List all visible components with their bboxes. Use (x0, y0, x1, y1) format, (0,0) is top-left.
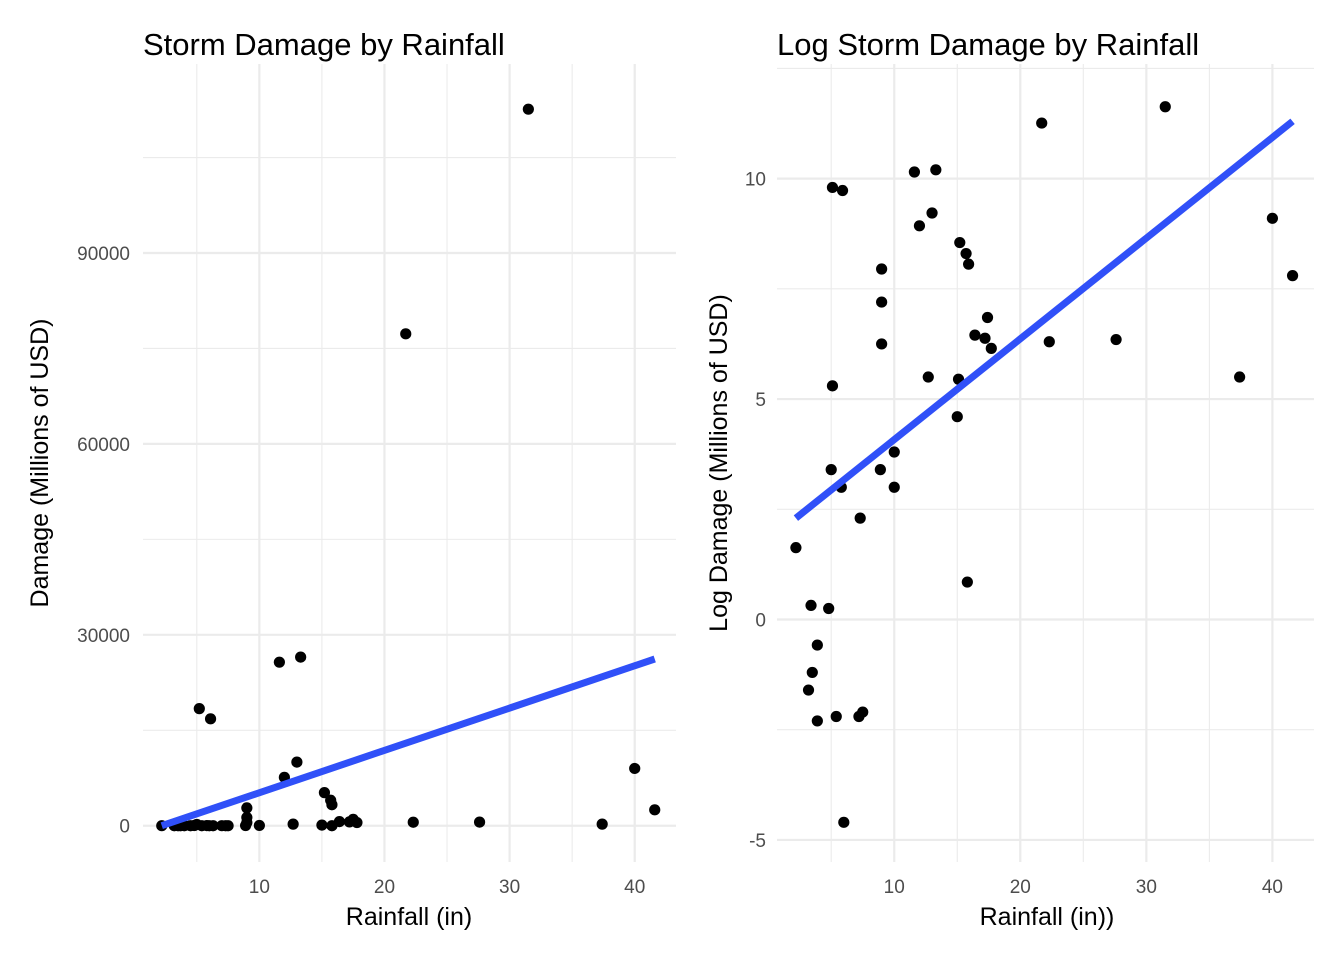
data-point (838, 816, 850, 828)
regression-line (160, 655, 656, 830)
data-point (913, 220, 926, 232)
data-point (193, 703, 205, 715)
data-point (326, 799, 338, 811)
data-point (811, 715, 823, 727)
data-point (826, 380, 839, 392)
chart-title: Log Storm Damage by Rainfall (777, 27, 1199, 62)
data-point (333, 815, 346, 828)
data-point (802, 684, 815, 696)
data-point (1286, 270, 1299, 282)
data-point (1234, 371, 1246, 383)
data-point (836, 184, 849, 197)
data-point (1036, 117, 1048, 129)
data-point (961, 576, 973, 588)
data-point (241, 802, 253, 814)
x-tick-label: 40 (1262, 877, 1283, 898)
y-tick-label: 0 (119, 817, 130, 838)
x-axis-title: Rainfall (in)) (980, 903, 1115, 931)
x-tick-label: 30 (499, 877, 520, 898)
data-point (400, 328, 412, 340)
data-point (522, 103, 534, 115)
data-point (1266, 212, 1279, 224)
data-point (830, 710, 842, 723)
data-point (922, 371, 934, 383)
data-point (979, 332, 991, 344)
data-point (805, 599, 817, 612)
panel-1: 10 20 30 40 0 30000 60000 90000 Storm Damage by … (26, 27, 676, 931)
data-point (826, 181, 839, 194)
x-tick-label: 10 (249, 877, 270, 898)
y-tick-label: 5 (755, 390, 766, 411)
data-point (204, 713, 217, 725)
data-point (295, 651, 307, 663)
data-point (1043, 336, 1055, 348)
y-tick-label: 60000 (77, 435, 130, 456)
data-point (857, 706, 869, 718)
x-axis-title: Rainfall (in) (346, 903, 472, 931)
y-tick-label: 90000 (77, 244, 130, 265)
panel-2: 10 20 30 40 -5 0 5 10 Log Storm Damage by Rainfa… (705, 27, 1314, 931)
data-point (473, 816, 486, 828)
data-point (930, 164, 942, 176)
data-point (963, 258, 975, 270)
data-point (291, 756, 303, 768)
data-point (854, 512, 866, 524)
y-tick-label: -5 (749, 831, 766, 852)
data-point (823, 602, 835, 615)
data-point (1159, 101, 1171, 113)
data-point (253, 819, 265, 832)
data-point (876, 263, 888, 275)
x-tick-label: 40 (624, 877, 645, 898)
data-point (888, 446, 900, 458)
data-point (954, 236, 966, 249)
data-point (888, 481, 900, 493)
y-tick-label: 10 (745, 170, 766, 191)
data-point (806, 666, 818, 679)
data-point (1110, 333, 1122, 346)
data-point (985, 342, 997, 354)
data-point (273, 656, 285, 668)
x-tick-label: 30 (1136, 877, 1157, 898)
y-tick-label: 0 (755, 611, 766, 632)
data-point (316, 819, 328, 831)
regression-line (793, 118, 1295, 521)
y-axis-title: Damage (Millions of USD) (26, 319, 54, 608)
data-point (969, 329, 981, 341)
data-point (874, 464, 886, 476)
data-point (351, 816, 363, 829)
x-tick-label: 20 (374, 877, 395, 898)
data-point (926, 207, 938, 219)
data-point (649, 804, 661, 816)
data-point (951, 411, 963, 423)
data-point (876, 338, 888, 350)
data-point (407, 816, 419, 828)
data-point (790, 542, 802, 554)
data-point (825, 464, 837, 476)
data-point (222, 820, 234, 832)
data-point (318, 787, 331, 799)
x-tick-label: 10 (884, 877, 905, 898)
data-point (981, 311, 994, 324)
data-point (287, 818, 299, 830)
data-point (629, 762, 641, 775)
y-axis-title: Log Damage (Millions of USD) (705, 294, 733, 632)
data-point (207, 820, 219, 832)
x-tick-label: 20 (1010, 877, 1031, 898)
data-point (960, 247, 972, 260)
chart-title: Storm Damage by Rainfall (143, 27, 505, 62)
y-tick-label: 30000 (77, 626, 130, 647)
data-point (596, 818, 608, 830)
data-point (241, 811, 253, 824)
data-point (876, 296, 888, 308)
data-point (908, 166, 921, 178)
data-point (811, 639, 823, 651)
